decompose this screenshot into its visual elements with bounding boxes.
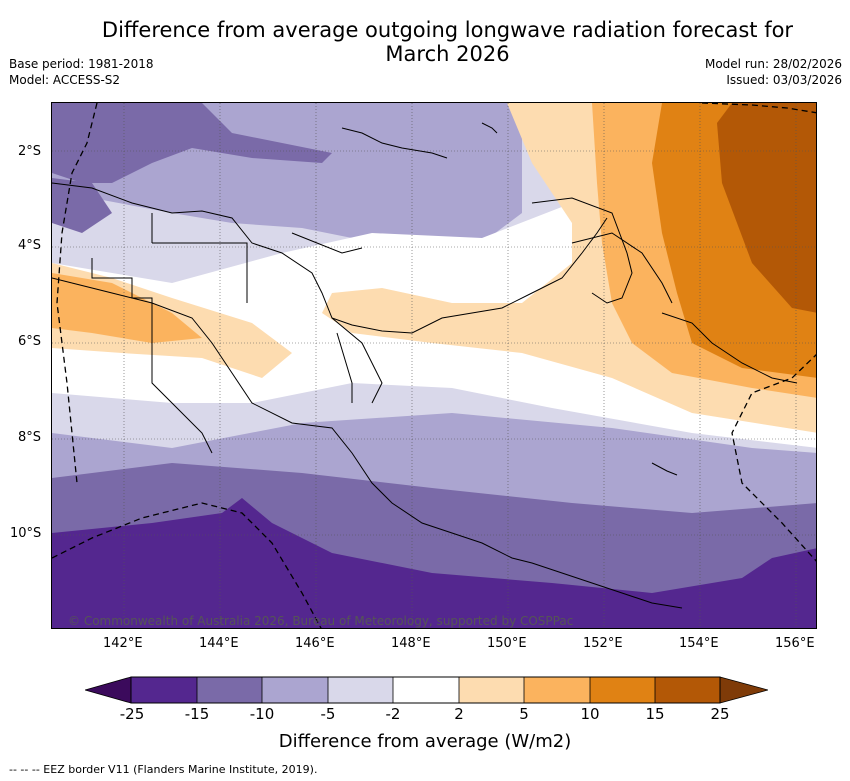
coastlines: [52, 122, 798, 609]
lon-label-148e: 148°E: [391, 636, 431, 651]
borders: [91, 213, 248, 383]
lon-label-154e: 154°E: [679, 636, 719, 651]
colorbar-outline: [130, 676, 721, 704]
map-panel: [51, 102, 817, 629]
colorbar-tick: -25: [119, 705, 145, 723]
lon-label-146e: 146°E: [295, 636, 335, 651]
colorbar-segment: [328, 677, 393, 703]
colorbar-segment: [590, 677, 655, 703]
lat-label-6s: 6°S: [18, 334, 42, 349]
colorbar-title: Difference from average (W/m2): [278, 731, 572, 752]
colorbar-tick: 25: [710, 705, 730, 723]
band-15-25: [717, 103, 816, 313]
band-north-neg15: [52, 103, 332, 183]
band-west-neg15: [52, 178, 112, 233]
colorbar-segment: [524, 677, 590, 703]
colorbar-tick: 5: [519, 705, 529, 723]
colorbar-segment: [197, 677, 262, 703]
meta-right: Model run: 28/02/2026 Issued: 03/03/2026: [705, 56, 842, 88]
band-south-neg25: [52, 498, 816, 628]
lon-label-144e: 144°E: [199, 636, 239, 651]
colorbar-segment: [262, 677, 328, 703]
colorbar-tick: -15: [184, 705, 210, 723]
lat-label-2s: 2°S: [18, 144, 42, 159]
colorbar-segment: [131, 677, 197, 703]
lon-label-150e: 150°E: [487, 636, 527, 651]
map-title: Difference from average outgoing longwav…: [101, 18, 794, 66]
lon-label-152e: 152°E: [583, 636, 623, 651]
colorbar-tick: -2: [385, 705, 401, 723]
colorbar-dividers: [196, 677, 656, 703]
lon-label-142e: 142°E: [103, 636, 143, 651]
lat-label-10s: 10°S: [10, 526, 42, 541]
colorbar-segment: [459, 677, 524, 703]
map-graphic: [52, 103, 816, 628]
gridlines: [52, 103, 816, 628]
issued-date: Issued: 03/03/2026: [726, 73, 842, 87]
colorbar-segment: [393, 677, 459, 703]
eez-borders: [52, 103, 816, 628]
model-name: Model: ACCESS-S2: [9, 73, 121, 87]
colorbar-extend-high: [719, 676, 768, 704]
colorbar-tick: 10: [580, 705, 600, 723]
colorbar-tick: 15: [645, 705, 665, 723]
colorbar-tick: -5: [320, 705, 336, 723]
lat-label-4s: 4°S: [18, 238, 42, 253]
eez-legend: -- -- -- EEZ border V11 (Flanders Marine…: [9, 763, 318, 776]
colorbar: [85, 676, 768, 704]
meta-left: Base period: 1981-2018 Model: ACCESS-S2: [9, 56, 154, 88]
colorbar-segment: [655, 677, 720, 703]
colorbar-tick: 2: [454, 705, 464, 723]
copyright-notice: © Commonwealth of Australia 2026, Bureau…: [68, 614, 574, 628]
colorbar-extend-low: [85, 676, 132, 704]
band-5-10-west: [52, 273, 202, 343]
lat-label-8s: 8°S: [18, 430, 42, 445]
model-run: Model run: 28/02/2026: [704, 57, 842, 71]
colorbar-tick: -10: [249, 705, 275, 723]
lon-label-156e: 156°E: [775, 636, 815, 651]
base-period: Base period: 1981-2018: [9, 57, 154, 71]
